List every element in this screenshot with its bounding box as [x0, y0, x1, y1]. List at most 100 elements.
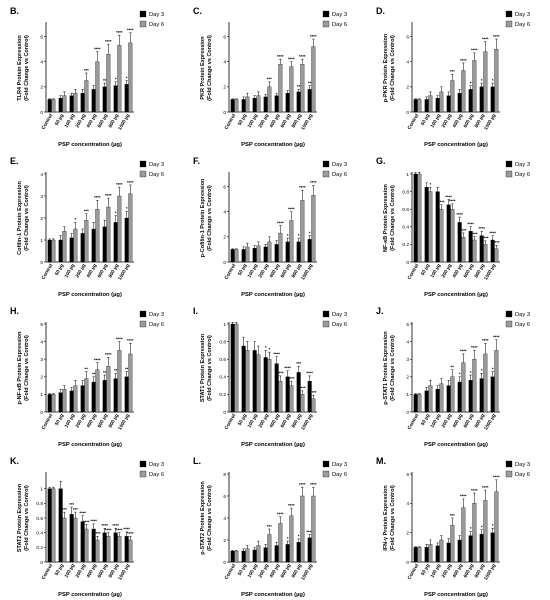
bar-day3: [125, 218, 129, 262]
legend-swatch-day3: [323, 311, 329, 317]
bar-day6: [74, 518, 78, 562]
bar-day6: [473, 240, 477, 262]
bar-day3: [286, 377, 290, 412]
legend-swatch-day3: [506, 11, 512, 17]
bar-day3: [491, 377, 495, 412]
significance-label: **: [103, 370, 107, 375]
y-axis-label: STAT2 Protein Expression: [17, 483, 23, 552]
legend-swatch-day3: [323, 161, 329, 167]
x-tick-label: 50 µg: [420, 263, 431, 277]
panel-letter: E.: [10, 156, 19, 166]
chart-panel-k: K. STAT2 Protein Expression (Fold Change v…: [10, 456, 164, 598]
bar-day3: [297, 372, 301, 412]
y-axis-label-units: (Fold Change vs Control): [24, 485, 30, 551]
significance-label: ****: [471, 48, 478, 53]
y-tick-label: 2: [223, 85, 226, 91]
legend-label: Day 6: [515, 172, 530, 178]
legend-swatch-day6: [506, 171, 512, 177]
bar-day3: [92, 229, 96, 262]
x-axis-label: PSP concentration (µg): [241, 292, 305, 298]
x-tick-label: 50 µg: [54, 563, 65, 577]
y-axis-label: TLR4 Protein Expression: [17, 35, 23, 101]
bar-day6: [257, 246, 261, 262]
y-axis-label-units: (Fold Change vs Control): [24, 35, 30, 101]
legend-label: Day 3: [149, 12, 164, 18]
bar-day6: [495, 49, 499, 112]
significance-label: ****: [456, 212, 463, 217]
bar-day3: [70, 238, 74, 262]
bar-day6: [451, 209, 455, 262]
x-tick-label: 50 µg: [237, 263, 248, 277]
y-tick-label: 0: [223, 560, 226, 566]
x-axis-label: PSP concentration (µg): [58, 592, 122, 598]
bar-day6: [52, 394, 56, 412]
bar-day3: [103, 380, 107, 412]
bar-day3: [70, 96, 74, 112]
bar-day3: [264, 247, 268, 262]
bar-day3: [70, 514, 74, 562]
bar-day6: [107, 366, 111, 412]
y-tick-label: 2: [406, 375, 409, 381]
significance-label: **: [451, 365, 455, 370]
legend-swatch-day6: [506, 21, 512, 27]
bar-day3: [447, 386, 451, 412]
y-axis-label-units: (Fold Change vs Control): [207, 485, 213, 551]
bar-day3: [92, 382, 96, 412]
x-axis-label: PSP concentration (µg): [58, 442, 122, 448]
bar-day6: [63, 231, 67, 262]
y-tick-label: 6: [223, 494, 226, 500]
bar-day3: [275, 244, 279, 262]
bar-day3: [458, 540, 462, 562]
bar-day6: [246, 97, 250, 112]
x-axis-label: PSP concentration (µg): [241, 592, 305, 598]
bar-day3: [48, 394, 52, 412]
bar-day3: [253, 550, 257, 562]
bar-day3: [125, 84, 129, 112]
y-axis-label: p-NF-κB Protein Expression: [17, 331, 23, 405]
significance-label: ***: [267, 77, 272, 82]
bar-day3: [103, 87, 107, 112]
significance-label: *: [298, 233, 300, 238]
y-tick-label: 0: [406, 560, 409, 566]
bar-day3: [81, 522, 85, 562]
bar-day6: [246, 549, 250, 562]
y-tick-label: 0.4: [402, 225, 409, 231]
bar-day6: [418, 547, 422, 562]
bar-day3: [447, 205, 451, 262]
bar-day3: [242, 551, 246, 562]
significance-label: ****: [482, 36, 489, 41]
bar-day6: [290, 386, 294, 412]
significance-label: ****: [299, 54, 306, 59]
bar-day6: [118, 350, 122, 412]
significance-label: ****: [449, 199, 456, 204]
significance-label: ****: [127, 180, 134, 185]
y-tick-label: 0: [40, 560, 43, 566]
bar-day3: [469, 536, 473, 562]
y-tick-label: 4: [406, 339, 409, 345]
bar-day6: [451, 377, 455, 412]
bar-day6: [462, 508, 466, 562]
significance-label: ****: [94, 531, 101, 536]
y-tick-label: 3: [40, 357, 43, 363]
significance-label: ****: [116, 30, 123, 35]
y-axis-label: PKR Protein Expression: [200, 36, 206, 100]
x-axis-label: PSP concentration (µg): [424, 442, 488, 448]
significance-label: ****: [478, 226, 485, 231]
y-tick-label: 0.4: [219, 375, 226, 381]
significance-label: ****: [83, 519, 90, 524]
bar-day6: [495, 249, 499, 262]
bar-day6: [257, 96, 261, 112]
bar-day3: [81, 386, 85, 412]
y-tick-label: 0: [40, 410, 43, 416]
y-tick-label: 5: [40, 322, 43, 328]
bar-day3: [59, 240, 63, 262]
bar-day3: [480, 87, 484, 112]
y-tick-label: 4: [223, 60, 226, 66]
bar-day6: [257, 546, 261, 563]
significance-label: ****: [105, 352, 112, 357]
y-tick-label: 0.2: [402, 242, 409, 248]
bar-day3: [81, 233, 85, 262]
bar-day3: [253, 350, 257, 412]
significance-label: **: [125, 366, 129, 371]
legend-label: Day 6: [332, 172, 347, 178]
